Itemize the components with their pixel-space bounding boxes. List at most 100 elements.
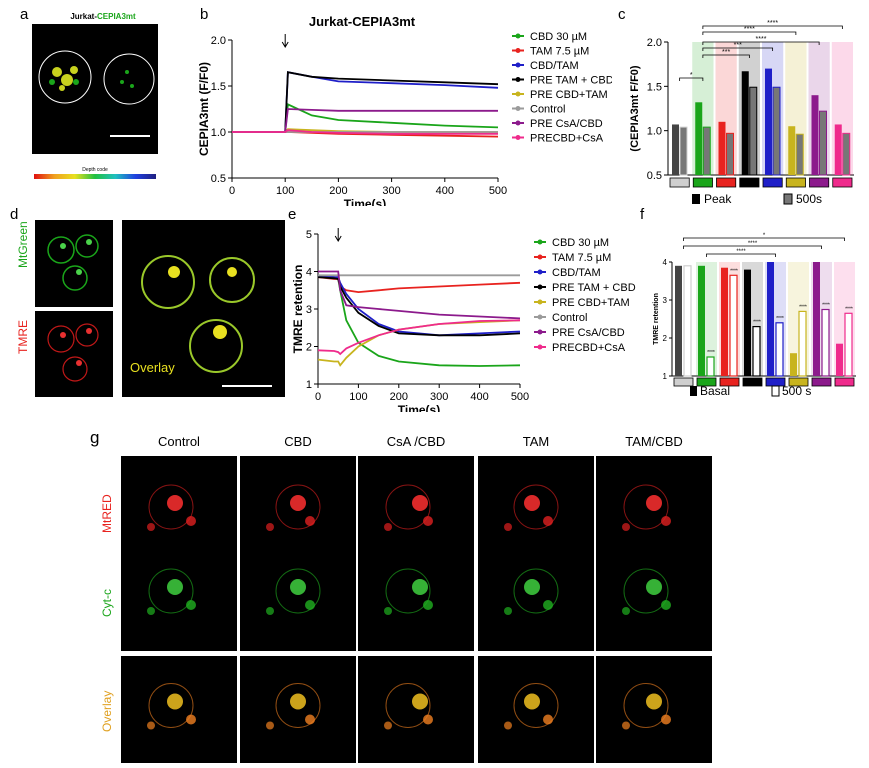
bar-peak-3 xyxy=(741,71,749,175)
bar-basal-1 xyxy=(698,265,705,376)
y-tick-label: 4 xyxy=(306,267,312,279)
sig-bracket-2 xyxy=(702,47,774,51)
y-tick-label: 1.0 xyxy=(211,127,226,139)
cell-outline xyxy=(275,683,321,728)
sig-label-0: * xyxy=(763,233,766,239)
cell-blob xyxy=(266,523,274,531)
y-tick-label: 1.5 xyxy=(647,81,662,93)
cell-blob xyxy=(524,693,540,710)
x-tick-label: 200 xyxy=(390,391,408,403)
bar-500s-7 xyxy=(844,312,853,377)
bar-sig-4: **** xyxy=(776,316,784,322)
group-color-key-2 xyxy=(716,177,737,188)
bar-basal-4 xyxy=(767,262,774,376)
bar-basal-6 xyxy=(813,262,820,376)
bar-sig-7: **** xyxy=(845,306,853,312)
micrograph xyxy=(622,568,671,615)
cell-blob xyxy=(290,495,306,511)
micrograph xyxy=(266,683,321,730)
legend-label: PRE TAM + CBD xyxy=(552,282,636,294)
x-axis-label: Time(s) xyxy=(398,403,440,412)
bar-peak-5 xyxy=(788,126,796,175)
legend-marker xyxy=(515,33,521,39)
bar-peak-6 xyxy=(811,95,819,175)
row-label: Cyt-c xyxy=(100,589,114,617)
y-axis-label: TMRE retention xyxy=(291,265,305,354)
panel-a-cells xyxy=(38,50,155,137)
legend-marker xyxy=(537,299,543,305)
sig-bracket-0 xyxy=(679,77,704,81)
cell-outline xyxy=(275,484,321,530)
group-color-key-4 xyxy=(762,177,783,188)
cell-blob xyxy=(412,693,428,710)
micrograph xyxy=(504,568,559,615)
x-tick-label: 500 xyxy=(489,185,507,197)
bar-sig-1: **** xyxy=(707,350,715,356)
legend-marker xyxy=(537,239,543,245)
cell-outline xyxy=(148,568,194,614)
legend-label: CBD 30 µM xyxy=(552,237,609,249)
depth-colorbar-label: Depth code xyxy=(82,167,108,173)
chart-b: 0.5 1.0 1.5 2.0 0 100 200 300 400 500 Time(s) CEPIA… xyxy=(197,31,612,206)
cell-blob xyxy=(186,600,196,610)
label-mtgreen: MtGreen xyxy=(16,221,30,268)
cell-blob xyxy=(622,721,630,730)
legend-label-basal: Basal xyxy=(700,384,730,398)
cell-blob xyxy=(646,579,662,595)
cell-outline xyxy=(148,683,194,728)
y-tick-label: 2 xyxy=(663,334,668,343)
label-overlay-d: Overlay xyxy=(130,360,175,375)
cell-blob xyxy=(661,600,671,610)
bar-500s-2 xyxy=(726,132,734,176)
legend-label: TAM 7.5 µM xyxy=(530,46,589,58)
column-header: CBD xyxy=(284,434,312,449)
legend-label: PRE CBD+TAM xyxy=(552,297,630,309)
legend-label-peak: Peak xyxy=(704,192,732,206)
legend-marker xyxy=(537,329,543,335)
sig-bracket-0 xyxy=(683,237,845,241)
legend-label: Control xyxy=(552,312,587,324)
cell-outline xyxy=(385,484,431,530)
chart-e: 1 2 3 4 5 0 100 200 300 400 500 Time(s) TMRE retenti… xyxy=(291,228,636,412)
sig-bracket-5 xyxy=(702,25,843,29)
sig-bracket-4 xyxy=(702,31,797,35)
legend-label: CBD 30 µM xyxy=(530,31,587,43)
cell-blob xyxy=(290,579,306,595)
bar-basal-2 xyxy=(721,267,728,376)
x-tick-label: 400 xyxy=(436,185,454,197)
y-tick-label: 2.0 xyxy=(647,37,662,49)
cell-blob xyxy=(412,579,428,595)
legend-marker xyxy=(515,77,521,82)
legend-swatch-peak xyxy=(692,194,700,204)
cell-outline xyxy=(148,484,194,530)
group-color-key-7 xyxy=(834,377,855,387)
cell-blob xyxy=(504,721,512,730)
micrograph xyxy=(384,683,433,730)
legend-label: TAM 7.5 µM xyxy=(552,252,611,264)
cell-blob xyxy=(384,607,392,615)
label-tmre: TMRE xyxy=(16,320,30,354)
series-line-1 xyxy=(317,276,521,294)
bar-sig-5: **** xyxy=(799,304,807,310)
sig-label-1: **** xyxy=(748,241,758,247)
x-tick-label: 100 xyxy=(276,185,294,197)
bar-500s-6 xyxy=(821,308,830,377)
sig-label-5: **** xyxy=(767,20,778,27)
x-tick-label: 500 xyxy=(511,391,529,403)
series-line-0 xyxy=(232,103,499,133)
bar-peak-1 xyxy=(695,102,703,175)
y-tick-label: 5 xyxy=(306,229,312,241)
cell-blob xyxy=(661,714,671,725)
legend-swatch-500s xyxy=(783,193,793,205)
stimulus-arrow xyxy=(281,34,289,48)
sig-label-2: *** xyxy=(734,42,742,49)
mtgreen-cells xyxy=(47,234,99,291)
bar-500s-4 xyxy=(775,322,784,377)
cell-blob xyxy=(646,495,662,511)
cell-blob xyxy=(186,714,196,725)
legend-marker xyxy=(515,135,521,140)
group-color-key-1 xyxy=(696,377,717,387)
panel-letter-b: b xyxy=(200,6,209,23)
column-header: CsA /CBD xyxy=(386,434,446,449)
